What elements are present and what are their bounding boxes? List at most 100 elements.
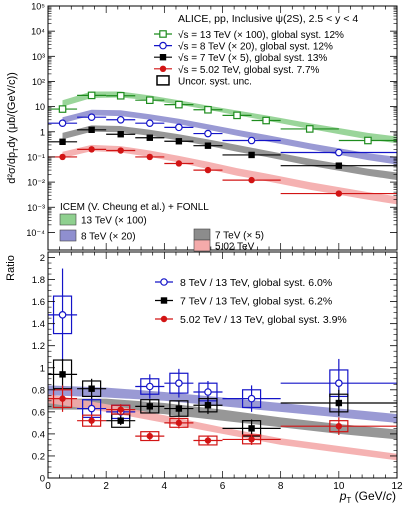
top-legend-item-0-marker xyxy=(159,30,167,38)
top-point-5-02-tev-3 xyxy=(146,153,153,161)
band-top-5-02-tev xyxy=(62,144,397,205)
top-point-7-tev-5-3 xyxy=(146,134,153,141)
top-point-13-tev-100-7 xyxy=(262,116,270,125)
x-tick-label-6: 12 xyxy=(391,481,403,492)
top-axes: 10⁻⁴ 10⁻³ 10⁻² 10⁻¹ 1 10 10² 10³ 10⁴ 10⁵ xyxy=(26,2,397,250)
top-point-7-tev-5-1 xyxy=(88,126,95,133)
ratio-point-5-02-tev-13-tev-2 xyxy=(117,406,124,413)
model-legend-item-0-swatch xyxy=(59,213,77,226)
ratio-point-5-02-tev-13-tev-1 xyxy=(88,417,95,424)
x-tick-label-0: 0 xyxy=(45,481,51,492)
bottom-legend-item-2-marker xyxy=(160,315,168,323)
top-legend-item-3-label: √s = 5.02 TeV, global syst. 7.7% xyxy=(178,64,320,76)
svg-text:d²σ/dpTdy (μb/(GeV/c)): d²σ/dpTdy (μb/(GeV/c)) xyxy=(6,72,20,184)
top-point-13-tev-100-3 xyxy=(145,96,154,105)
top-point-7-tev-5-5 xyxy=(204,142,212,149)
top-legend: √s = 13 TeV (× 100), global syst. 12%√s … xyxy=(154,29,344,87)
bottom-y-tick-label-0: 0 xyxy=(40,474,45,485)
band-ratio-8-tev-13-tev xyxy=(48,385,397,423)
ratio-point-7-tev-13-tev-5 xyxy=(204,402,212,409)
top-point-8-tev-20-6 xyxy=(247,136,256,145)
ratio-point-8-tev-13-tev-7 xyxy=(335,379,343,387)
ratio-point-7-tev-13-tev-7 xyxy=(335,399,343,407)
ratio-point-8-tev-13-tev-5 xyxy=(204,388,212,396)
x-tick-label-5: 10 xyxy=(333,481,345,492)
bottom-model-bands xyxy=(48,385,397,461)
bottom-y-tick-label-2: 0.4 xyxy=(32,429,45,440)
top-point-13-tev-100-0 xyxy=(58,105,67,113)
model-legend-item-2-label: 8 TeV (× 20) xyxy=(81,232,136,243)
top-legend-item-4-label: Uncor. syst. unc. xyxy=(178,76,252,87)
top-legend-item-3-marker xyxy=(159,65,167,73)
model-legend-item-1-swatch xyxy=(193,228,211,241)
top-legend-item-2-marker xyxy=(159,54,167,61)
ratio-point-8-tev-13-tev-0 xyxy=(58,311,67,319)
top-legend-item-4-marker xyxy=(156,75,170,86)
top-frame xyxy=(47,5,398,251)
top-y-tick-label-1: 10⁻³ xyxy=(27,203,45,213)
ratio-point-5-02-tev-13-tev-6 xyxy=(248,436,255,443)
top-point-8-tev-20-0 xyxy=(58,119,67,127)
x-tick-label-3: 6 xyxy=(220,481,226,492)
x-axis-label: pT (GeV/c) xyxy=(339,489,396,505)
top-point-7-tev-5-7 xyxy=(335,162,343,169)
top-point-13-tev-100-9 xyxy=(364,136,372,145)
bottom-legend-item-1-marker xyxy=(160,297,168,304)
top-point-7-tev-5-2 xyxy=(117,131,124,138)
bottom-legend-item-0-label: 8 TeV / 13 TeV, global syst. 6.0% xyxy=(180,277,332,289)
top-point-7-tev-5-6 xyxy=(248,151,255,159)
top-legend-item-1-label: √s = 8 TeV (× 20), global syst. 12% xyxy=(178,41,333,53)
x-axis-label-main: p xyxy=(339,489,347,503)
top-chart-title: ALICE, pp, Inclusive ψ(2S), 2.5 < y < 4 xyxy=(178,13,358,25)
top-point-13-tev-100-5 xyxy=(204,105,212,114)
top-model-bands xyxy=(62,91,397,205)
model-legend: 13 TeV (× 100) 7 TeV (× 5) 8 TeV (× 20) 5.0… xyxy=(59,213,264,253)
top-point-7-tev-5-0 xyxy=(59,138,66,145)
top-ylabel-main: d²σ/dp xyxy=(6,152,18,184)
bottom-y-tick-label-1: 0.2 xyxy=(32,451,45,462)
top-point-5-02-tev-2 xyxy=(117,147,124,154)
top-y-tick-label-7: 10³ xyxy=(32,52,45,62)
top-legend-item-1-marker xyxy=(159,41,167,50)
top-y-axis-label: d²σ/dpTdy (μb/(GeV/c)) xyxy=(6,72,20,184)
ratio-point-5-02-tev-13-tev-0 xyxy=(59,395,66,402)
bottom-y-tick-label-6: 1.2 xyxy=(32,341,45,352)
top-y-tick-label-0: 10⁻⁴ xyxy=(26,228,45,238)
top-point-5-02-tev-5 xyxy=(204,166,212,174)
ratio-point-8-tev-13-tev-6 xyxy=(247,394,256,403)
ratio-point-5-02-tev-13-tev-7 xyxy=(335,422,343,430)
ratio-point-5-02-tev-13-tev-4 xyxy=(175,419,183,427)
band-top-7-tev-5 xyxy=(62,125,397,181)
x-axis-label-end: ) xyxy=(392,489,396,503)
top-point-13-tev-100-8 xyxy=(305,125,314,133)
top-ylabel-tail: dy (μb/(GeV/c)) xyxy=(6,72,18,147)
top-point-8-tev-20-7 xyxy=(335,148,343,157)
x-tick-label-1: 2 xyxy=(103,481,109,492)
bottom-legend: 8 TeV / 13 TeV, global syst. 6.0% 7 TeV /… xyxy=(155,277,347,326)
bottom-data-points xyxy=(48,268,397,446)
top-y-tick-label-5: 10 xyxy=(35,102,45,112)
top-point-8-tev-20-2 xyxy=(116,115,125,124)
bottom-y-tick-label-9: 1.8 xyxy=(32,275,45,286)
x-tick-label-4: 8 xyxy=(278,481,284,492)
bottom-y-tick-label-5: 1 xyxy=(40,363,45,374)
band-ratio-7-tev-13-tev xyxy=(48,398,397,440)
ratio-point-8-tev-13-tev-3 xyxy=(145,382,154,391)
bottom-legend-item-2-label: 5.02 TeV / 13 TeV, global syst. 3.9% xyxy=(180,314,347,326)
ratio-point-7-tev-13-tev-1 xyxy=(88,385,95,392)
top-point-5-02-tev-7 xyxy=(335,190,343,197)
model-legend-item-1-label: 7 TeV (× 5) xyxy=(215,231,264,242)
ratio-point-5-02-tev-13-tev-5 xyxy=(204,437,212,444)
bottom-y-tick-label-7: 1.4 xyxy=(32,319,45,330)
band-top-8-tev-20 xyxy=(62,109,397,165)
bottom-y-axis-label: Ratio xyxy=(5,255,17,281)
top-y-tick-label-6: 10² xyxy=(32,77,45,87)
top-point-8-tev-20-3 xyxy=(145,119,154,127)
top-point-13-tev-100-1 xyxy=(87,91,96,100)
top-point-8-tev-20-1 xyxy=(87,113,96,122)
bottom-legend-item-1-label: 7 TeV / 13 TeV, global syst. 6.2% xyxy=(180,296,332,308)
bottom-legend-item-0-marker xyxy=(160,278,168,286)
band-ratio-5-02-tev-13-tev xyxy=(48,394,397,461)
bottom-y-tick-label-4: 0.8 xyxy=(32,385,45,396)
